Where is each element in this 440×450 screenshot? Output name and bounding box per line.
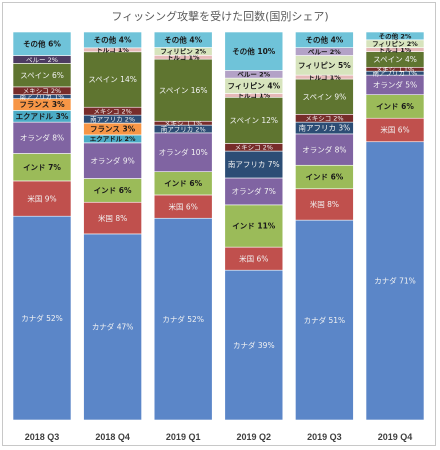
bar-segment — [224, 177, 284, 206]
bar-segment-label: カナダ 52% — [162, 314, 204, 324]
bar-segment-label: オランダ 10% — [159, 147, 208, 157]
bar-segment — [295, 188, 354, 221]
bar-segment-label: スペイン 9% — [303, 92, 347, 101]
bar-segment-label: オランダ 9% — [90, 155, 134, 165]
x-tick-label: 2018 Q3 — [25, 432, 60, 442]
bar-segment-label: フィリピン 2% — [160, 47, 206, 56]
bar-segment-label: 米国 6% — [169, 201, 198, 211]
bar-segment-label: カナダ 47% — [92, 322, 134, 332]
bar-segment-label: 南アフリカ 3% — [299, 123, 351, 133]
chart-frame — [2, 2, 436, 446]
bar-segment-label: インド 6% — [94, 186, 132, 195]
bar-segment — [12, 180, 72, 217]
bar-segment-label: ベルー 2% — [237, 71, 270, 79]
bar-segment-label: オランダ 8% — [20, 133, 64, 143]
bar-segment-label: フィリピン 4% — [227, 80, 280, 90]
bar-segment-label: インド 6% — [164, 179, 202, 188]
bar-segment-label: トルコ 1% — [96, 46, 129, 54]
bar-segment — [224, 97, 284, 144]
bar-segment — [224, 269, 284, 421]
bar-segment-label: インド 6% — [305, 173, 343, 182]
bar-segment-label: その他 4% — [164, 34, 202, 44]
bar-segment-label: 米国 8% — [310, 199, 339, 209]
bar-segment-label: その他 4% — [94, 35, 132, 45]
bar-segment-label: メキシコ 2% — [93, 108, 131, 116]
bar-segment-label: トルコ 1% — [379, 46, 412, 54]
bar-segment-label: エクアドル 3% — [16, 111, 69, 121]
bar-segment-label: フィリピン 5% — [298, 60, 351, 70]
bar-segment-label: カナダ 71% — [374, 276, 416, 286]
bar-segment-label: メキシコ 1% — [376, 66, 414, 74]
x-tick-label: 2019 Q4 — [378, 432, 413, 442]
bar-segment-label: スペイン 14% — [88, 75, 137, 84]
bar-segment-label: ペルー 2% — [26, 56, 58, 64]
bar-segment-label: 南アフリカ 2% — [90, 114, 135, 123]
bar-segment-label: 米国 8% — [98, 213, 127, 223]
bar-segment — [224, 204, 284, 248]
bar-segment — [12, 215, 72, 421]
bar-segment-label: カナダ 39% — [233, 340, 275, 350]
bar-segment-label: スペイン 4% — [373, 55, 417, 64]
x-tick-label: 2019 Q3 — [307, 432, 342, 442]
bar-segment — [153, 217, 213, 421]
bar-segment — [295, 133, 354, 166]
bar-segment-label: オランダ 5% — [373, 80, 417, 90]
bar-segment — [83, 51, 142, 108]
bar-segment — [83, 31, 142, 49]
bar-segment-label: 米国 9% — [27, 193, 56, 203]
bar-segment-label: フィリピン 2% — [372, 39, 418, 48]
bar-segment-label: スペイン 6% — [20, 71, 64, 80]
bar-segment — [12, 31, 72, 56]
bar-segment-label: スペイン 12% — [230, 116, 279, 125]
x-tick-label: 2019 Q2 — [237, 432, 272, 442]
bar-segment-label: オランダ 7% — [232, 186, 276, 196]
bar-segment — [365, 141, 425, 421]
bar-segment-label: トルコ 1% — [167, 54, 200, 62]
bar-segment — [83, 142, 142, 179]
bar-segment — [83, 201, 142, 235]
bar-segment-label: フランス 3% — [19, 100, 65, 109]
bar-segment-label: 南アフリカ 7% — [228, 159, 280, 169]
bar-segment-label: メキシコ 2% — [23, 87, 61, 95]
bar-segment-label: 南アフリカ 1% — [20, 92, 65, 101]
bar-segment — [153, 31, 213, 48]
bar-segment-label: メキシコ 1% — [164, 120, 202, 128]
bar-segment — [295, 78, 354, 115]
bar-segment-label: トルコ 1% — [237, 92, 270, 100]
bar-segment — [295, 31, 354, 48]
bar-segment-label: カナダ 51% — [304, 315, 346, 325]
bar-segment-label: メキシコ 2% — [305, 115, 343, 123]
bar-segment-label: スペイン 16% — [159, 86, 208, 95]
chart-title: フィッシング攻撃を受けた回数(国別シェア) — [111, 10, 329, 23]
bar-segment-label: インド 11% — [232, 222, 276, 231]
bar-segment — [224, 31, 284, 71]
bar-segment-label: エクアドル 2% — [90, 134, 136, 143]
bar-segment-label: 南アフリカ 2% — [161, 124, 206, 133]
bar-segment-label: カナダ 52% — [21, 313, 63, 323]
bar-segment — [83, 233, 142, 421]
bar-segment-label: フランス 3% — [90, 125, 136, 134]
bar-segment-label: メキシコ 2% — [235, 144, 273, 152]
x-tick-label: 2019 Q1 — [166, 432, 201, 442]
bar-segment-label: 南アフリカ 1% — [373, 68, 418, 77]
bar-segment — [12, 153, 72, 182]
bar-segment — [153, 58, 213, 122]
bar-segment-label: インド 7% — [23, 163, 61, 172]
bar-segment-label: その他 2% — [379, 31, 412, 40]
bar-segment-label: ベルー 2% — [308, 48, 341, 56]
bar-segment-label: その他 10% — [232, 46, 276, 56]
bar-segment-label: 米国 6% — [380, 125, 409, 135]
bar-segment-label: 米国 6% — [239, 253, 268, 263]
bar-segment-label: オランダ 8% — [302, 144, 346, 154]
bar-segment-label: インド 6% — [376, 102, 414, 111]
bar-segment-label: その他 4% — [305, 35, 343, 45]
bar-segment — [365, 31, 425, 41]
x-tick-label: 2018 Q4 — [95, 432, 130, 442]
bar-segment-label: トルコ 1% — [308, 73, 341, 81]
bar-segment-label: その他 6% — [23, 38, 61, 48]
